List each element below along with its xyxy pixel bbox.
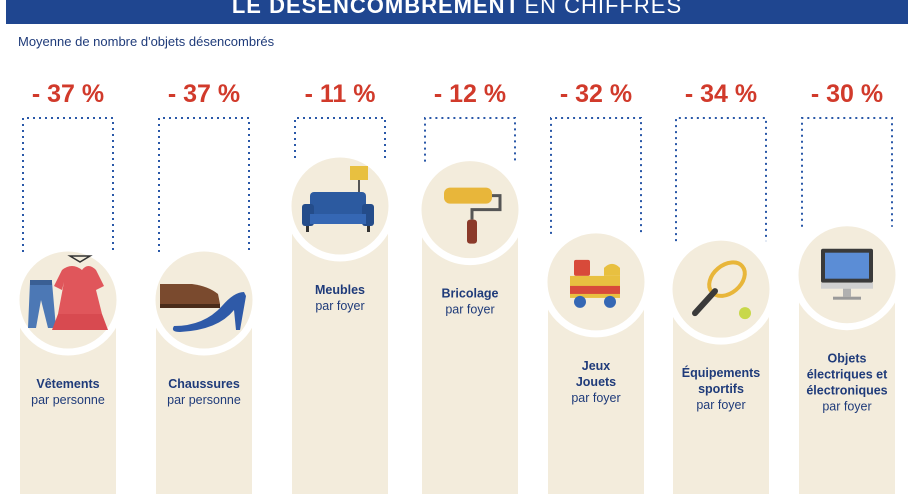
- percent-label: - 30 %: [811, 80, 883, 108]
- category-unit: par foyer: [696, 398, 745, 412]
- computer-icon: [821, 248, 873, 300]
- dotted-bracket: [22, 117, 114, 252]
- category-name: Vêtements: [36, 377, 99, 391]
- dotted-bracket: [294, 117, 386, 158]
- category-column: - 12 % Bricolage par foyer: [414, 80, 526, 494]
- percent-label: - 37 %: [168, 80, 240, 108]
- shoes-icon: [160, 284, 246, 332]
- category-unit: par foyer: [822, 400, 871, 414]
- dotted-bracket: [675, 117, 767, 242]
- title-bold: LE DÉSENCOMBREMENT: [231, 0, 520, 18]
- percent-label: - 12 %: [434, 80, 506, 108]
- sofa-icon: [302, 166, 374, 232]
- subtitle: Moyenne de nombre d'objets désencombrés: [18, 34, 275, 49]
- category-name: Meubles: [315, 283, 365, 297]
- paint-roller-icon: [444, 187, 502, 244]
- category-column: - 37 % Chaussures par personne: [148, 80, 260, 494]
- category-unit: par personne: [31, 393, 105, 407]
- category-name: électriques et: [807, 368, 888, 382]
- category-unit: par foyer: [571, 391, 620, 405]
- category-unit: par foyer: [315, 299, 364, 313]
- category-name: Chaussures: [168, 377, 240, 391]
- percent-label: - 37 %: [32, 80, 104, 108]
- toy-train-icon: [570, 259, 620, 308]
- category-column: - 30 % Objets électriques et électroniques p…: [791, 80, 903, 494]
- percent-label: - 34 %: [685, 80, 757, 108]
- category-unit: par foyer: [445, 303, 494, 317]
- category-name: Jouets: [576, 375, 616, 389]
- category-name: Équipements: [682, 365, 761, 380]
- category-name: Jeux: [582, 359, 611, 373]
- percent-label: - 11 %: [305, 80, 376, 108]
- dotted-bracket: [550, 117, 642, 234]
- category-name: électroniques: [806, 384, 887, 398]
- icon-circle: [414, 154, 526, 266]
- percent-label: - 32 %: [560, 80, 632, 108]
- title-banner: LE DÉSENCOMBREMENT EN CHIFFRES: [6, 0, 908, 24]
- category-column: - 32 % Jeux Jouets par foyer: [540, 80, 652, 494]
- dotted-bracket: [801, 117, 893, 227]
- category-name: sportifs: [698, 382, 744, 396]
- category-unit: par personne: [167, 393, 241, 407]
- title-rest: EN CHIFFRES: [524, 0, 683, 18]
- category-name: Bricolage: [442, 287, 499, 301]
- clothes-icon: [28, 255, 108, 330]
- category-name: Objets: [828, 352, 867, 366]
- category-column: - 37 % Vêtements par personne: [12, 80, 124, 494]
- category-column: - 11 % Meubles par foyer: [284, 80, 396, 494]
- icon-circle: [665, 233, 777, 345]
- category-column: - 34 % Équipements sportifs par foyer: [665, 80, 777, 494]
- tennis-racket-icon: [692, 260, 751, 320]
- dotted-bracket: [158, 117, 250, 252]
